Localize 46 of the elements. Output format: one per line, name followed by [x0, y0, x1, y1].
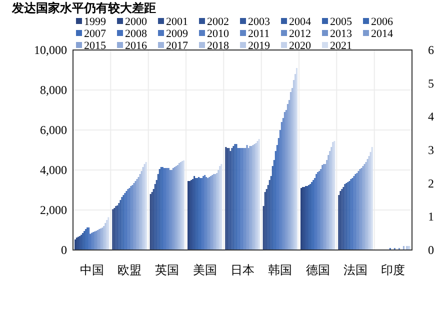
legend-label: 2021 [330, 40, 352, 52]
x-tick-label: 德国 [306, 263, 330, 277]
legend-label: 1999 [84, 16, 106, 28]
chart-title: 发达国家水平仍有较大差距 [11, 1, 156, 15]
y2-tick-label: 1 [428, 210, 434, 224]
x-tick-label: 日本 [230, 263, 254, 277]
legend-label: 2002 [207, 16, 229, 28]
legend-label: 2003 [248, 16, 270, 28]
legend-label: 2006 [371, 16, 394, 28]
legend-label: 2015 [84, 40, 106, 52]
x-tick-label: 欧盟 [118, 263, 142, 277]
legend-label: 2016 [125, 40, 148, 52]
y-tick-label: 4,000 [40, 163, 67, 177]
legend-label: 2001 [166, 16, 188, 28]
legend-label: 2004 [289, 16, 312, 28]
x-tick-label: 中国 [80, 263, 104, 277]
y2-tick-label: 0 [428, 243, 434, 257]
y-tick-label: 6,000 [40, 123, 67, 137]
legend-label: 2010 [207, 28, 230, 40]
legend-label: 2013 [330, 28, 352, 40]
legend-label: 2007 [84, 28, 106, 40]
legend-label: 2017 [166, 40, 188, 52]
legend-label: 2020 [289, 40, 312, 52]
y2-tick-label: 4 [428, 110, 434, 124]
y2-tick-label: 3 [428, 143, 434, 157]
x-tick-label: 韩国 [268, 263, 292, 277]
legend-label: 2014 [371, 28, 394, 40]
x-tick-label: 英国 [155, 263, 180, 277]
legend-label: 2011 [248, 28, 270, 40]
x-tick-label: 美国 [192, 263, 217, 277]
legend-label: 2018 [207, 40, 230, 52]
x-tick-label: 法国 [344, 263, 368, 277]
y2-tick-label: 2 [428, 176, 434, 190]
legend-label: 2008 [125, 28, 148, 40]
legend-label: 2012 [289, 28, 311, 40]
y-tick-label: 2,000 [40, 203, 67, 217]
y2-tick-label: 6 [428, 43, 434, 57]
legend-label: 2019 [248, 40, 270, 52]
y-tick-label: 10,000 [34, 43, 67, 57]
x-tick-label: 印度 [381, 263, 406, 277]
legend-label: 2000 [125, 16, 148, 28]
y-tick-label: 8,000 [40, 83, 67, 97]
y2-tick-label: 5 [428, 76, 434, 90]
y-tick-label: 0 [61, 243, 67, 257]
legend-label: 2005 [330, 16, 352, 28]
legend-label: 2009 [166, 28, 188, 40]
